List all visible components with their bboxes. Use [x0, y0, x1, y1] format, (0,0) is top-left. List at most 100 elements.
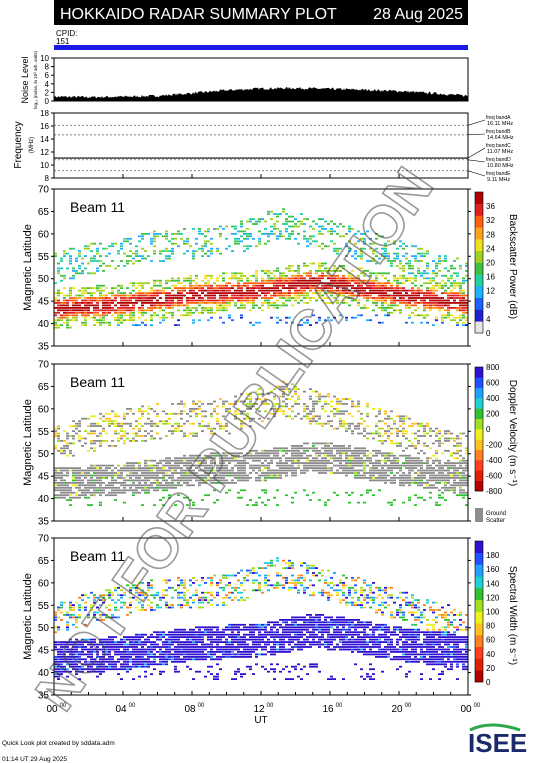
data-cell: [222, 292, 225, 294]
data-cell: [462, 482, 465, 484]
data-cell: [162, 484, 165, 487]
data-cell: [153, 479, 156, 482]
data-cell: [354, 477, 357, 479]
data-cell: [234, 225, 237, 228]
data-cell: [261, 309, 264, 312]
data-cell: [228, 316, 231, 319]
data-cell: [102, 638, 105, 641]
data-cell: [297, 282, 300, 285]
data-cell: [237, 400, 240, 403]
data-cell: [321, 277, 324, 280]
data-cell: [291, 472, 294, 474]
data-cell: [111, 302, 114, 304]
data-cell: [75, 272, 78, 275]
data-cell: [168, 297, 171, 299]
data-cell: [180, 294, 183, 297]
data-cell: [129, 309, 132, 312]
data-cell: [81, 641, 84, 643]
data-cell: [84, 660, 87, 663]
data-cell: [309, 277, 312, 280]
frequency-yunit: (MHz): [29, 137, 35, 153]
data-cell: [159, 304, 162, 307]
data-cell: [345, 287, 348, 289]
data-cell: [249, 425, 252, 427]
data-cell: [156, 292, 159, 294]
data-cell: [258, 287, 261, 289]
data-cell: [120, 319, 123, 322]
data-cell: [240, 412, 243, 415]
data-cell: [231, 287, 234, 289]
data-cell: [366, 432, 369, 435]
data-cell: [66, 469, 69, 472]
data-cell: [219, 297, 222, 299]
data-cell: [252, 289, 255, 292]
data-cell: [348, 297, 351, 299]
data-cell: [165, 474, 168, 477]
data-cell: [78, 311, 81, 314]
data-cell: [165, 230, 168, 233]
data-cell: [303, 405, 306, 408]
data-cell: [54, 479, 57, 482]
data-cell: [162, 422, 165, 425]
data-cell: [294, 467, 297, 469]
data-cell: [291, 462, 294, 464]
data-cell: [189, 484, 192, 487]
data-cell: [78, 653, 81, 656]
data-cell: [351, 452, 354, 455]
data-cell: [108, 297, 111, 299]
data-cell: [348, 427, 351, 430]
data-cell: [165, 235, 168, 238]
data-cell: [87, 314, 90, 317]
data-cell: [414, 494, 417, 497]
data-cell: [210, 292, 213, 294]
data-cell: [87, 247, 90, 250]
data-cell: [105, 668, 108, 671]
data-cell: [102, 321, 105, 324]
plot-date: 28 Aug 2025: [373, 6, 463, 23]
data-cell: [369, 319, 372, 322]
data-cell: [183, 242, 186, 245]
data-cell: [72, 604, 75, 606]
data-cell: [315, 422, 318, 425]
data-cell: [261, 420, 264, 423]
data-cell: [408, 279, 411, 282]
data-cell: [381, 284, 384, 287]
data-cell: [447, 459, 450, 462]
data-cell: [351, 469, 354, 472]
data-cell: [63, 601, 66, 604]
data-cell: [237, 472, 240, 474]
data-cell: [171, 477, 174, 479]
data-cell: [225, 297, 228, 299]
freq-band-name: freq bandA: [486, 115, 511, 121]
data-cell: [231, 294, 234, 297]
data-cell: [249, 472, 252, 474]
data-cell: [402, 432, 405, 435]
data-cell: [99, 660, 102, 663]
data-cell: [240, 425, 243, 427]
data-cell: [456, 309, 459, 312]
data-cell: [390, 417, 393, 420]
data-cell: [144, 484, 147, 487]
data-cell: [63, 467, 66, 469]
data-cell: [81, 299, 84, 302]
data-cell: [111, 287, 114, 289]
data-cell: [219, 316, 222, 319]
data-cell: [312, 405, 315, 408]
data-cell: [384, 469, 387, 472]
data-cell: [462, 494, 465, 497]
data-cell: [267, 452, 270, 455]
data-cell: [339, 467, 342, 469]
data-cell: [138, 240, 141, 243]
data-cell: [294, 282, 297, 285]
data-cell: [258, 398, 261, 400]
data-cell: [102, 304, 105, 307]
data-cell: [459, 294, 462, 297]
data-cell: [276, 452, 279, 455]
data-cell: [351, 294, 354, 297]
data-cell: [312, 469, 315, 472]
data-cell: [117, 265, 120, 267]
data-cell: [147, 464, 150, 467]
data-cell: [135, 297, 138, 299]
data-cell: [291, 220, 294, 223]
data-cell: [309, 324, 312, 326]
